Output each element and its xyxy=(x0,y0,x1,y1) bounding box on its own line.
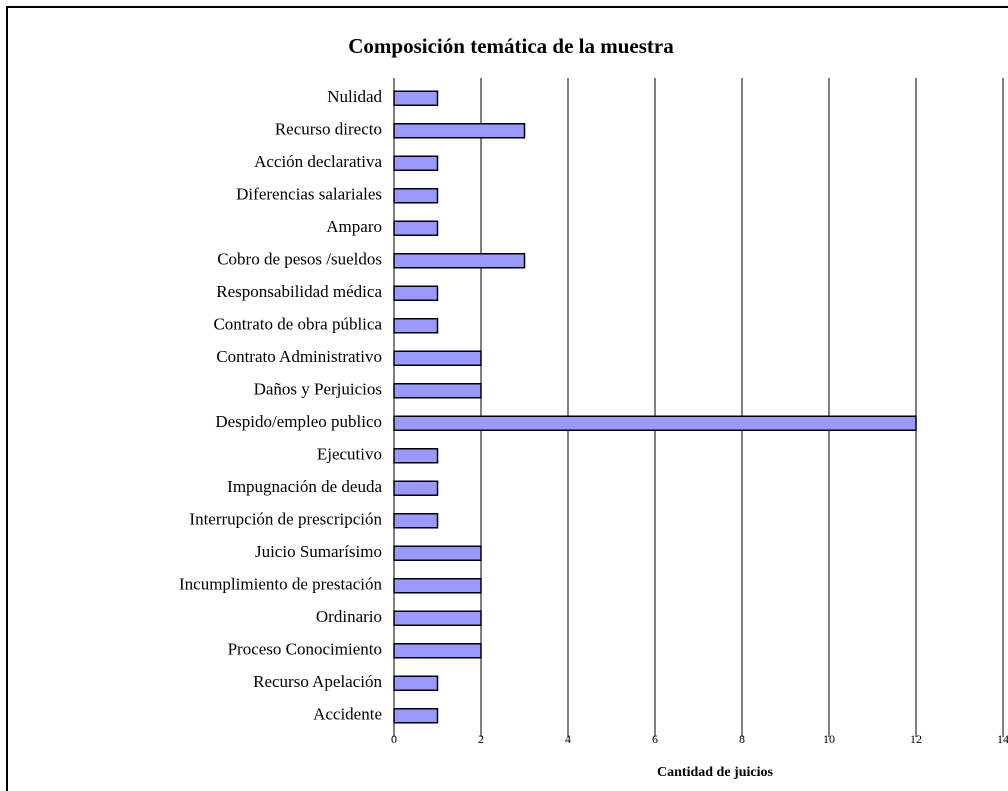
bar xyxy=(393,253,526,269)
y-tick-label: Recurso directo xyxy=(275,120,382,139)
bar xyxy=(393,188,439,204)
y-tick-label: Nulidad xyxy=(327,87,382,106)
y-tick-label: Despido/empleo publico xyxy=(215,412,382,431)
x-tick-label: 14 xyxy=(997,732,1008,746)
y-tick-label: Cobro de pesos /sueldos xyxy=(217,250,382,269)
y-tick-label: Ejecutivo xyxy=(317,445,382,464)
bar xyxy=(393,643,482,659)
x-tick-label: 0 xyxy=(391,732,397,746)
x-axis-label: Cantidad de juicios xyxy=(657,765,773,780)
x-tick-label: 2 xyxy=(478,732,484,746)
bar xyxy=(393,545,482,561)
y-tick-label: Amparo xyxy=(326,217,382,236)
bar xyxy=(393,448,439,464)
bar xyxy=(393,415,917,431)
x-tick-label: 12 xyxy=(910,732,922,746)
y-tick-label: Impugnación de deuda xyxy=(227,477,382,496)
bar xyxy=(393,708,439,724)
chart-frame xyxy=(6,6,1008,791)
y-tick-label: Recurso Apelación xyxy=(253,672,382,691)
y-tick-label: Incumplimiento de prestación xyxy=(179,575,382,594)
y-tick-label: Juicio Sumarísimo xyxy=(255,542,382,561)
y-tick-label: Proceso Conocimiento xyxy=(228,640,382,659)
bar xyxy=(393,383,482,399)
bar xyxy=(393,155,439,171)
bar xyxy=(393,610,482,626)
x-tick-label: 10 xyxy=(823,732,835,746)
y-tick-label: Interrupción de prescripción xyxy=(189,510,382,529)
bar xyxy=(393,285,439,301)
y-tick-label: Contrato Administrativo xyxy=(216,347,382,366)
x-tick-label: 4 xyxy=(565,732,571,746)
bar xyxy=(393,513,439,529)
x-tick-label: 6 xyxy=(652,732,658,746)
x-tick-label: 8 xyxy=(739,732,745,746)
bar xyxy=(393,123,526,139)
y-tick-label: Acción declarativa xyxy=(254,152,382,171)
bar xyxy=(393,350,482,366)
y-tick-label: Ordinario xyxy=(316,607,382,626)
y-tick-label: Responsabilidad médica xyxy=(216,282,382,301)
bar xyxy=(393,480,439,496)
bar xyxy=(393,90,439,106)
y-tick-label: Contrato de obra pública xyxy=(213,315,382,334)
y-tick-label: Diferencias salariales xyxy=(236,185,382,204)
y-tick-label: Daños y Perjuicios xyxy=(254,380,382,399)
bar xyxy=(393,318,439,334)
bar xyxy=(393,220,439,236)
y-tick-label: Accidente xyxy=(313,705,382,724)
bar xyxy=(393,675,439,691)
bar xyxy=(393,578,482,594)
chart-title: Composición temática de la muestra xyxy=(348,34,674,58)
